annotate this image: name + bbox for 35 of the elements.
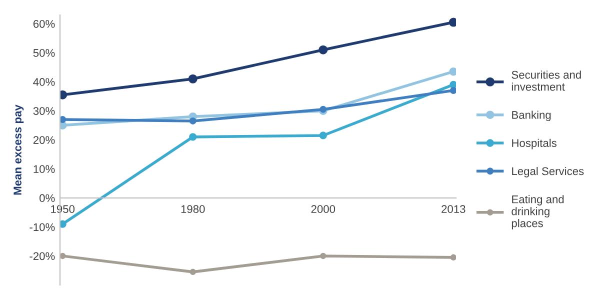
y-tick-label: 50% [33, 49, 55, 57]
point [189, 117, 196, 124]
y-axis-title: Mean excess pay [14, 104, 24, 195]
legend-label: Securities and investment [512, 70, 581, 91]
point [449, 67, 456, 76]
point [189, 133, 197, 141]
x-tick-label: 2000 [311, 205, 336, 214]
x-tick-label: 1980 [181, 205, 205, 214]
y-tick-label: 30% [33, 107, 55, 115]
legend-label: Eating and drinking places [512, 195, 564, 230]
point [318, 45, 328, 54]
point [320, 252, 326, 260]
point [448, 18, 456, 27]
x-tick-label: 2013 [442, 205, 466, 214]
legend-label: Legal Services [512, 166, 584, 178]
x-tick-label: 1950 [51, 205, 75, 214]
y-tick-label: -20% [30, 252, 55, 260]
point [450, 80, 456, 88]
y-tick-label: 60% [33, 20, 55, 28]
point [450, 254, 456, 261]
y-tick-label: -10% [30, 223, 55, 232]
legend-label: Hospitals [512, 138, 557, 150]
point [60, 220, 66, 228]
point [188, 74, 198, 84]
point [60, 90, 68, 100]
point [450, 87, 456, 94]
point [60, 252, 66, 260]
legend-label: Banking [512, 110, 551, 122]
y-tick-label: 0% [40, 194, 55, 202]
y-tick-label: 40% [33, 78, 55, 86]
point [319, 132, 327, 140]
point [60, 116, 66, 123]
point [190, 268, 196, 276]
y-tick-label: 10% [34, 165, 55, 174]
y-tick-label: 20% [33, 136, 55, 144]
